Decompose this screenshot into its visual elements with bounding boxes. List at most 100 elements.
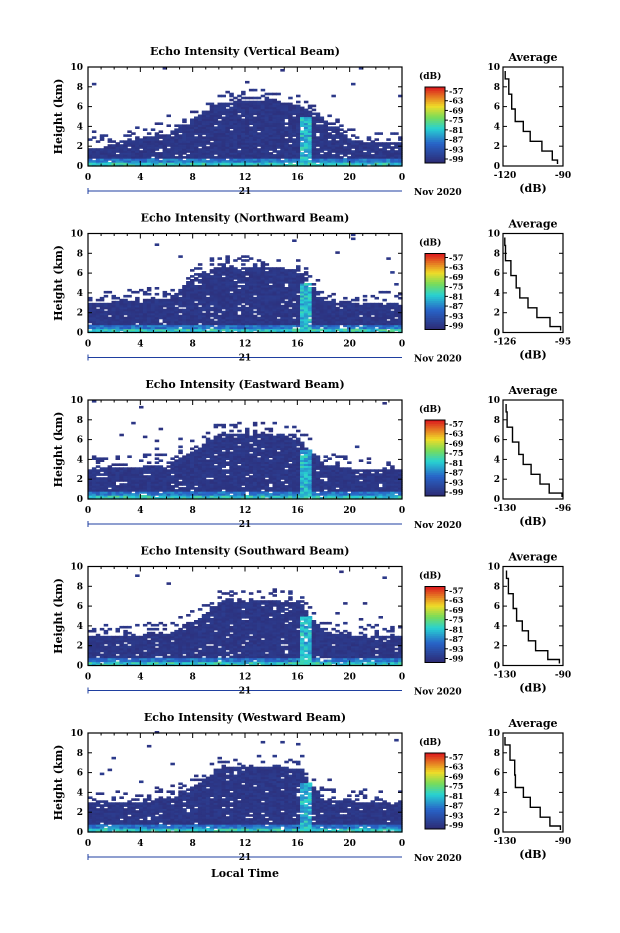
heatmap-cell xyxy=(382,305,387,308)
avg-x-axis-label: (dB) xyxy=(519,349,546,362)
heatmap-cell xyxy=(324,297,329,300)
heatmap-cell xyxy=(253,430,258,433)
heatmap-cell xyxy=(96,140,101,143)
heatmap-cell xyxy=(123,317,128,320)
heatmap-cell xyxy=(269,487,274,490)
heatmap-cell xyxy=(245,259,250,262)
heatmap-cell xyxy=(147,299,152,302)
heatmap-cell xyxy=(170,136,175,139)
average-frame xyxy=(503,67,563,166)
heatmap-cell xyxy=(324,152,329,155)
heatmap-cell xyxy=(119,299,124,302)
heatmap-cell xyxy=(269,267,274,270)
heatmap-cell xyxy=(280,160,285,163)
heatmap-cell xyxy=(288,103,293,106)
heatmap-cell xyxy=(304,277,309,280)
heatmap-cell xyxy=(218,315,223,318)
heatmap-cell xyxy=(316,291,321,294)
y-axis-label: Height (km) xyxy=(52,245,65,321)
heatmap-cell xyxy=(218,434,223,437)
heatmap-cell xyxy=(174,459,179,462)
heatmap-cell xyxy=(147,293,152,296)
avg-y-tick-label: 6 xyxy=(494,103,500,113)
heatmap-cell xyxy=(202,436,207,439)
colorbar-tick-label: -63 xyxy=(449,96,464,106)
heatmap-cell xyxy=(308,160,313,163)
heatmap-cell xyxy=(363,152,368,155)
heatmap-cell xyxy=(249,101,254,104)
heatmap-cell xyxy=(363,142,368,145)
x-tick-label: 12 xyxy=(239,173,252,183)
heatmap-cell xyxy=(229,99,234,102)
heatmap-cell xyxy=(327,301,332,304)
heatmap-cell xyxy=(269,493,274,496)
colorbar-tick-label: -87 xyxy=(449,135,463,145)
heatmap-cell xyxy=(143,136,148,139)
heatmap-cell xyxy=(147,475,152,478)
avg-x-axis-label: (dB) xyxy=(519,182,546,195)
heatmap-cell xyxy=(198,148,203,151)
heatmap-cell xyxy=(284,122,289,125)
heatmap-cell xyxy=(284,301,289,304)
x-tick-label: 8 xyxy=(190,340,196,350)
heatmap-cell xyxy=(131,422,136,425)
heatmap-cell xyxy=(327,122,332,125)
heatmap-cell xyxy=(198,263,203,266)
heatmap-cell xyxy=(343,130,348,133)
heatmap-cell xyxy=(112,301,117,304)
avg-y-tick-label: 10 xyxy=(487,63,500,73)
x-tick-label: 0 xyxy=(85,340,91,350)
heatmap-cell xyxy=(147,132,152,135)
colorbar-tick-label: -75 xyxy=(449,282,463,292)
heatmap-cell xyxy=(249,257,254,260)
heatmap-cell xyxy=(174,293,179,296)
heatmap-cell xyxy=(194,450,199,453)
heatmap-cell xyxy=(225,267,230,270)
heatmap-cell xyxy=(335,119,340,122)
heatmap-cell xyxy=(284,287,289,290)
heatmap-cell xyxy=(214,126,219,129)
heatmap-cell xyxy=(371,140,376,143)
heatmap-cell xyxy=(375,303,380,306)
heatmap-cell xyxy=(296,95,301,98)
heatmap-cell xyxy=(104,457,109,460)
heatmap-cell xyxy=(222,95,227,98)
heatmap-cell xyxy=(155,457,160,460)
heatmap-cell xyxy=(386,142,391,145)
y-tick-label: 6 xyxy=(77,103,83,113)
heatmap-cell xyxy=(210,275,215,278)
heatmap-cell xyxy=(218,267,223,270)
heatmap-cell xyxy=(119,483,124,486)
heatmap-cell xyxy=(96,148,101,151)
heatmap-cell xyxy=(335,251,340,254)
heatmap-cell xyxy=(324,301,329,304)
heatmap-cell xyxy=(261,95,266,98)
heatmap-cell xyxy=(167,115,172,118)
heatmap-cell xyxy=(119,140,124,143)
heatmap-cell xyxy=(245,267,250,270)
colorbar-tick-label: -93 xyxy=(449,144,464,154)
heatmap-cell xyxy=(159,465,164,468)
heatmap-cell xyxy=(88,303,93,306)
heatmap-cell xyxy=(222,117,227,120)
heatmap-cell xyxy=(159,140,164,143)
average-title: Average xyxy=(507,51,557,64)
heatmap-cell xyxy=(375,138,380,141)
heatmap-cell xyxy=(88,469,93,472)
heatmap-cell xyxy=(167,299,172,302)
heatmap-cell xyxy=(390,146,395,149)
heatmap-cell xyxy=(292,105,297,108)
heatmap-cell xyxy=(245,277,250,280)
heatmap-cell xyxy=(331,293,336,296)
x-tick-label: 16 xyxy=(291,340,304,350)
heatmap-cell xyxy=(261,432,266,435)
heatmap-cell xyxy=(249,267,254,270)
heatmap-cell xyxy=(241,434,246,437)
x-tick-label: 0 xyxy=(399,173,405,183)
heatmap-cell xyxy=(178,297,183,300)
heatmap-cell xyxy=(229,430,234,433)
heatmap-cell xyxy=(375,329,380,332)
heatmap-cell xyxy=(229,452,234,455)
heatmap-cell xyxy=(155,440,160,443)
